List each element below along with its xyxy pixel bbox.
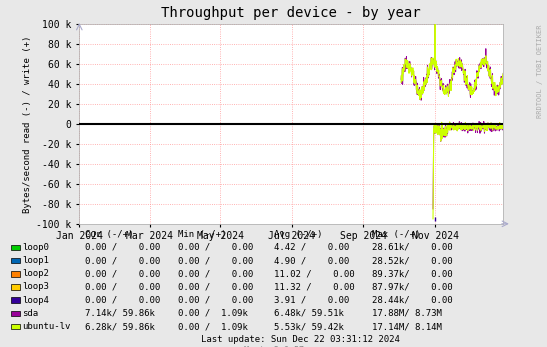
Y-axis label: Bytes/second read (-) / write (+): Bytes/second read (-) / write (+) bbox=[24, 35, 32, 213]
Text: 11.32 /    0.00: 11.32 / 0.00 bbox=[274, 282, 354, 291]
Text: Avg (-/+): Avg (-/+) bbox=[274, 230, 322, 239]
Text: 0.00 /    0.00: 0.00 / 0.00 bbox=[178, 243, 253, 252]
Text: 0.00 /    0.00: 0.00 / 0.00 bbox=[85, 296, 160, 305]
Text: 87.97k/    0.00: 87.97k/ 0.00 bbox=[372, 282, 452, 291]
Text: 28.61k/    0.00: 28.61k/ 0.00 bbox=[372, 243, 452, 252]
Text: Cur (-/+): Cur (-/+) bbox=[85, 230, 133, 239]
Text: RRDTOOL / TOBI OETIKER: RRDTOOL / TOBI OETIKER bbox=[537, 24, 543, 118]
Text: 17.14M/ 8.14M: 17.14M/ 8.14M bbox=[372, 322, 442, 331]
Text: 0.00 /  1.09k: 0.00 / 1.09k bbox=[178, 309, 248, 318]
Text: Last update: Sun Dec 22 03:31:12 2024: Last update: Sun Dec 22 03:31:12 2024 bbox=[201, 335, 400, 344]
Text: 6.48k/ 59.51k: 6.48k/ 59.51k bbox=[274, 309, 344, 318]
Text: 4.90 /    0.00: 4.90 / 0.00 bbox=[274, 256, 349, 265]
Text: 0.00 /    0.00: 0.00 / 0.00 bbox=[85, 282, 160, 291]
Text: loop2: loop2 bbox=[22, 269, 49, 278]
Text: 5.53k/ 59.42k: 5.53k/ 59.42k bbox=[274, 322, 344, 331]
Text: 28.44k/    0.00: 28.44k/ 0.00 bbox=[372, 296, 452, 305]
Title: Throughput per device - by year: Throughput per device - by year bbox=[161, 6, 421, 20]
Text: Munin 2.0.57: Munin 2.0.57 bbox=[243, 346, 304, 347]
Text: 0.00 /    0.00: 0.00 / 0.00 bbox=[85, 243, 160, 252]
Text: 6.28k/ 59.86k: 6.28k/ 59.86k bbox=[85, 322, 155, 331]
Text: 28.52k/    0.00: 28.52k/ 0.00 bbox=[372, 256, 452, 265]
Text: Min (-/+): Min (-/+) bbox=[178, 230, 226, 239]
Text: 0.00 /    0.00: 0.00 / 0.00 bbox=[178, 296, 253, 305]
Text: loop4: loop4 bbox=[22, 296, 49, 305]
Text: loop1: loop1 bbox=[22, 256, 49, 265]
Text: 0.00 /    0.00: 0.00 / 0.00 bbox=[85, 256, 160, 265]
Text: Max (-/+): Max (-/+) bbox=[372, 230, 420, 239]
Text: sda: sda bbox=[22, 309, 38, 318]
Text: 4.42 /    0.00: 4.42 / 0.00 bbox=[274, 243, 349, 252]
Text: 3.91 /    0.00: 3.91 / 0.00 bbox=[274, 296, 349, 305]
Text: ubuntu-lv: ubuntu-lv bbox=[22, 322, 70, 331]
Text: 0.00 /    0.00: 0.00 / 0.00 bbox=[178, 269, 253, 278]
Text: 17.88M/ 8.73M: 17.88M/ 8.73M bbox=[372, 309, 442, 318]
Text: 89.37k/    0.00: 89.37k/ 0.00 bbox=[372, 269, 452, 278]
Text: 0.00 /    0.00: 0.00 / 0.00 bbox=[178, 282, 253, 291]
Text: 0.00 /    0.00: 0.00 / 0.00 bbox=[85, 269, 160, 278]
Text: 7.14k/ 59.86k: 7.14k/ 59.86k bbox=[85, 309, 155, 318]
Text: loop0: loop0 bbox=[22, 243, 49, 252]
Text: 11.02 /    0.00: 11.02 / 0.00 bbox=[274, 269, 354, 278]
Text: loop3: loop3 bbox=[22, 282, 49, 291]
Text: 0.00 /    0.00: 0.00 / 0.00 bbox=[178, 256, 253, 265]
Text: 0.00 /  1.09k: 0.00 / 1.09k bbox=[178, 322, 248, 331]
